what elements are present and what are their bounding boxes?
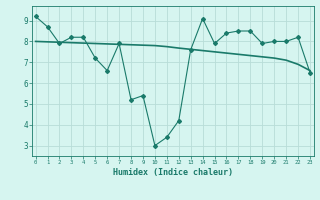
X-axis label: Humidex (Indice chaleur): Humidex (Indice chaleur) (113, 168, 233, 177)
